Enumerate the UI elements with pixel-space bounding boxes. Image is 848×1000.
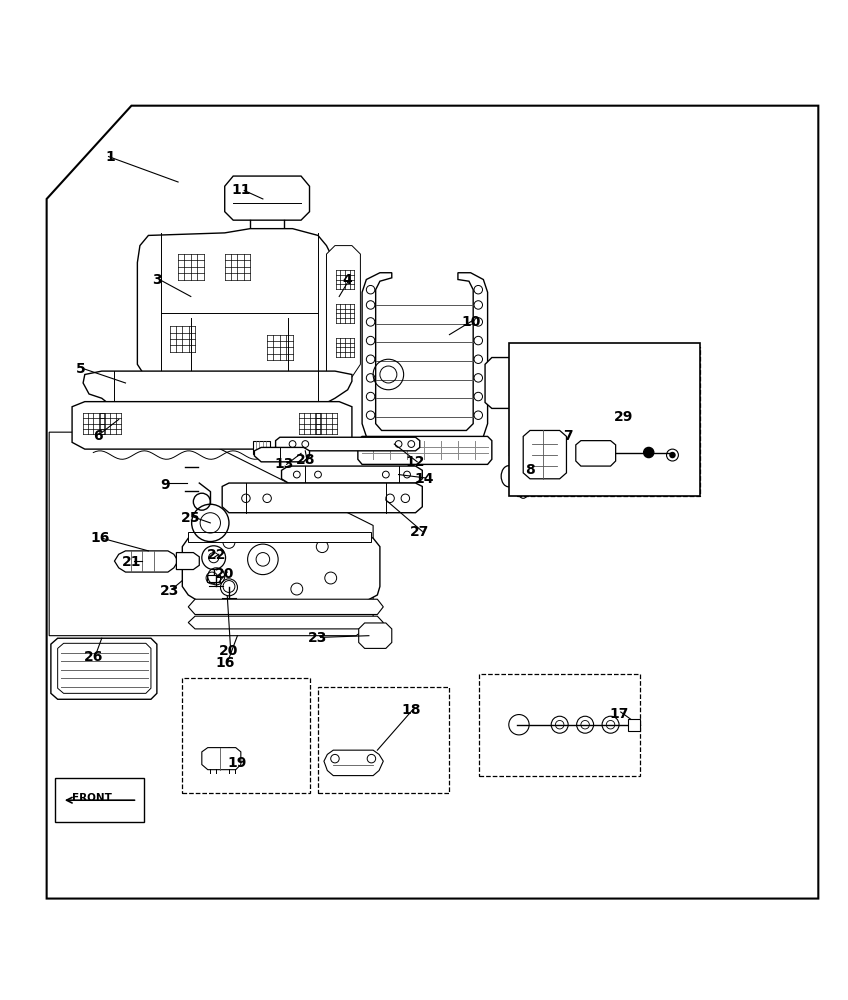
Bar bbox=[188, 532, 371, 542]
Polygon shape bbox=[47, 106, 818, 899]
Ellipse shape bbox=[244, 382, 265, 392]
Polygon shape bbox=[282, 466, 422, 483]
Text: 22: 22 bbox=[207, 548, 226, 562]
Text: 3: 3 bbox=[152, 273, 162, 287]
Text: 8: 8 bbox=[525, 463, 535, 477]
Polygon shape bbox=[49, 432, 373, 636]
Text: 13: 13 bbox=[275, 457, 293, 471]
Bar bbox=[207, 575, 220, 582]
Polygon shape bbox=[137, 229, 335, 390]
Ellipse shape bbox=[171, 382, 192, 392]
Text: 16: 16 bbox=[215, 656, 234, 670]
Text: 20: 20 bbox=[215, 567, 234, 581]
Polygon shape bbox=[222, 483, 422, 513]
Polygon shape bbox=[359, 623, 392, 648]
Polygon shape bbox=[83, 371, 352, 405]
Text: 1: 1 bbox=[105, 150, 115, 164]
Text: 29: 29 bbox=[614, 410, 633, 424]
Text: 19: 19 bbox=[228, 756, 247, 770]
Text: 6: 6 bbox=[92, 429, 103, 443]
Text: 5: 5 bbox=[75, 362, 86, 376]
Circle shape bbox=[670, 453, 675, 458]
Polygon shape bbox=[485, 358, 550, 408]
Polygon shape bbox=[114, 551, 178, 572]
Ellipse shape bbox=[501, 466, 516, 487]
Polygon shape bbox=[326, 246, 360, 381]
Bar bbox=[253, 441, 270, 454]
Text: 20: 20 bbox=[220, 644, 238, 658]
Polygon shape bbox=[225, 176, 310, 220]
Text: 26: 26 bbox=[84, 650, 103, 664]
Polygon shape bbox=[72, 402, 352, 449]
Bar bbox=[182, 678, 310, 793]
Polygon shape bbox=[276, 437, 420, 451]
Bar bbox=[479, 674, 640, 776]
Text: 12: 12 bbox=[406, 455, 425, 469]
Text: 11: 11 bbox=[232, 183, 251, 197]
Polygon shape bbox=[523, 430, 566, 479]
Polygon shape bbox=[58, 643, 151, 693]
Polygon shape bbox=[576, 441, 616, 466]
Bar bbox=[55, 778, 144, 822]
Circle shape bbox=[510, 378, 521, 388]
Text: 7: 7 bbox=[563, 429, 573, 443]
Polygon shape bbox=[202, 748, 241, 770]
Text: 17: 17 bbox=[610, 707, 628, 721]
Text: 10: 10 bbox=[461, 315, 480, 329]
Bar bbox=[509, 343, 700, 496]
Bar bbox=[517, 347, 700, 496]
Text: 16: 16 bbox=[91, 531, 109, 545]
Ellipse shape bbox=[161, 382, 170, 388]
Polygon shape bbox=[51, 638, 157, 699]
Text: 4: 4 bbox=[343, 273, 353, 287]
Polygon shape bbox=[324, 750, 383, 776]
Bar bbox=[628, 719, 640, 731]
Text: 21: 21 bbox=[122, 555, 141, 569]
Text: 23: 23 bbox=[160, 584, 179, 598]
Text: 14: 14 bbox=[415, 472, 433, 486]
Polygon shape bbox=[362, 273, 488, 445]
Polygon shape bbox=[254, 447, 310, 462]
Circle shape bbox=[644, 447, 654, 458]
Text: FRONT: FRONT bbox=[72, 793, 112, 803]
Text: 27: 27 bbox=[410, 525, 429, 539]
Text: 18: 18 bbox=[402, 703, 421, 717]
Polygon shape bbox=[358, 436, 492, 464]
Text: 23: 23 bbox=[309, 631, 327, 645]
Polygon shape bbox=[188, 599, 383, 614]
Ellipse shape bbox=[518, 485, 528, 498]
Bar bbox=[318, 687, 449, 793]
Polygon shape bbox=[176, 553, 199, 570]
Text: 9: 9 bbox=[160, 478, 170, 492]
Polygon shape bbox=[188, 616, 383, 629]
Text: 25: 25 bbox=[181, 511, 200, 525]
Text: 28: 28 bbox=[296, 453, 315, 467]
Polygon shape bbox=[182, 534, 380, 602]
